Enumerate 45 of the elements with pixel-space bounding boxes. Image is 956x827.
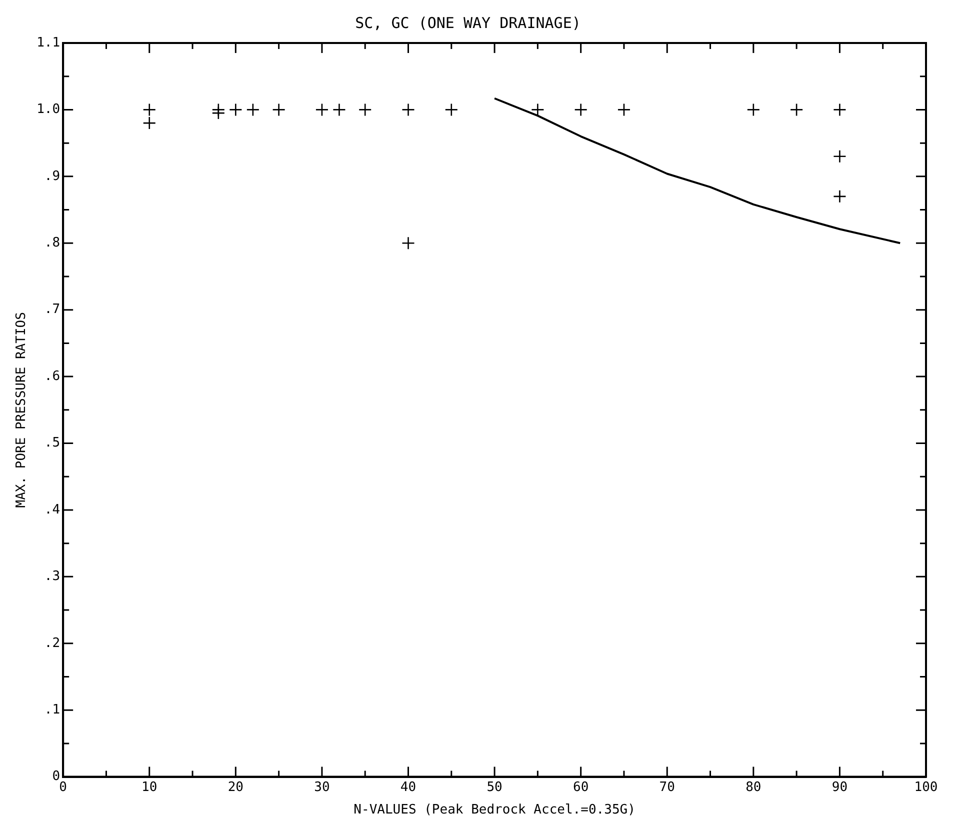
- point: [142, 103, 156, 116]
- y-tick-label: .2: [44, 636, 60, 651]
- point: [272, 103, 286, 116]
- y-tick-label: 1.0: [36, 102, 60, 118]
- point: [531, 103, 544, 116]
- y-tick-label: .7: [44, 302, 60, 318]
- point: [444, 103, 458, 116]
- y-tick-label: .1: [44, 702, 60, 718]
- y-tick-label: .4: [44, 502, 60, 518]
- y-tick-label: 0: [52, 769, 60, 784]
- y-tick-label: 1.1: [36, 35, 60, 50]
- y-tick-label: .9: [44, 168, 60, 184]
- point: [246, 103, 260, 116]
- y-tick-label: .5: [44, 436, 60, 451]
- point: [229, 103, 242, 116]
- point: [332, 103, 346, 116]
- point: [402, 236, 415, 250]
- x-tick-label: 80: [746, 780, 762, 795]
- x-tick-label: 60: [573, 780, 589, 795]
- x-tick-label: 100: [914, 780, 938, 795]
- x-tick-label: 20: [228, 780, 244, 795]
- x-tick-label: 90: [832, 780, 848, 795]
- point: [574, 103, 588, 116]
- y-tick-label: .8: [44, 236, 60, 250]
- point: [617, 103, 631, 116]
- x-axis-title: N-VALUES (Peak Bedrock Accel.=0.35G): [354, 802, 636, 818]
- point: [315, 103, 329, 116]
- x-tick-label: 40: [400, 780, 416, 795]
- point: [142, 116, 156, 130]
- point: [746, 103, 760, 116]
- point: [212, 106, 226, 120]
- x-tick-label: 30: [314, 780, 330, 795]
- y-tick-label: .3: [44, 569, 60, 584]
- y-tick-label: .6: [44, 368, 60, 384]
- x-tick-label: 10: [142, 780, 158, 795]
- point: [402, 103, 415, 116]
- x-tick-label: 70: [659, 780, 675, 795]
- x-tick-label: 50: [486, 780, 502, 795]
- point: [358, 103, 372, 116]
- point: [833, 190, 846, 204]
- point: [833, 103, 846, 116]
- point: [833, 150, 846, 164]
- point: [790, 103, 804, 116]
- chart-title: SC, GC (ONE WAY DRAINAGE): [355, 14, 581, 32]
- y-axis-title: MAX. PORE PRESSURE RATIOS: [14, 312, 30, 508]
